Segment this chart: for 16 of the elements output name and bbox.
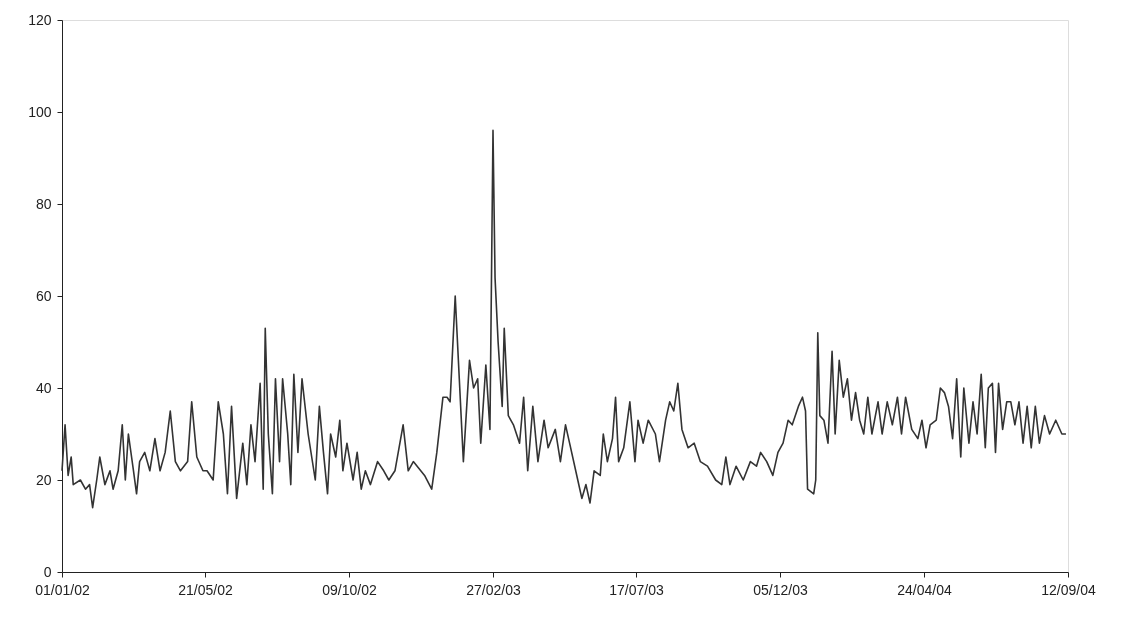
y-tick-label: 40 [35, 379, 52, 396]
y-tick-label: 60 [35, 287, 52, 304]
y-tick-label: 80 [35, 195, 52, 212]
x-tick-label: 05/12/03 [753, 581, 808, 598]
x-tick-label: 21/05/02 [178, 581, 233, 598]
x-tick-label: 09/10/02 [322, 581, 377, 598]
y-tick-label: 0 [43, 563, 52, 580]
y-tick-label: 120 [28, 11, 52, 28]
x-tick-label: 12/09/04 [1041, 581, 1096, 598]
x-tick-label: 27/02/03 [466, 581, 521, 598]
y-tick-label: 100 [28, 103, 52, 120]
x-tick-label: 17/07/03 [609, 581, 664, 598]
line-series [61, 129, 1067, 509]
x-tick-label: 01/01/02 [35, 581, 90, 598]
y-tick-label: 20 [35, 471, 52, 488]
x-tick-label: 24/04/04 [897, 581, 952, 598]
